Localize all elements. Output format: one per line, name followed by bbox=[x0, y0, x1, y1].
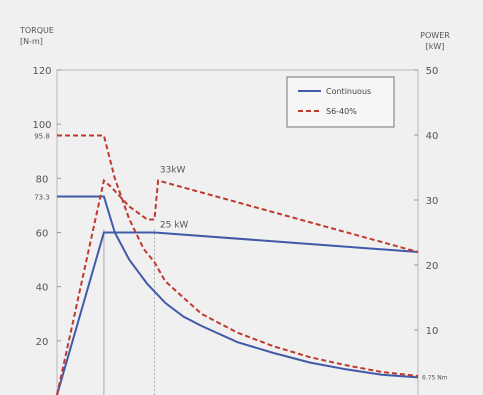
annotation-label: 33kW bbox=[160, 166, 186, 176]
right-tick-label: 30 bbox=[426, 196, 439, 207]
legend-box bbox=[286, 76, 395, 128]
right-tick-label: 20 bbox=[426, 261, 439, 272]
right-tick-label: 40 bbox=[426, 131, 439, 142]
left-axis-title: TORQUE bbox=[19, 26, 54, 35]
left-extra-label: 73.3 bbox=[34, 193, 50, 201]
right-axis-title: POWER bbox=[420, 31, 450, 40]
left-extra-label: 95.8 bbox=[34, 133, 50, 141]
series-s6-line bbox=[56, 178, 419, 395]
series-continuous-line bbox=[57, 195, 419, 379]
left-tick-label: 40 bbox=[36, 283, 49, 294]
plot-frame bbox=[56, 69, 419, 395]
right-axis-title: [kW] bbox=[426, 42, 445, 51]
left-tick-label: 100 bbox=[32, 120, 51, 131]
annotation-label: 6.75 Nm bbox=[422, 375, 448, 382]
right-tick-label: 10 bbox=[426, 326, 439, 337]
left-tick-label: 20 bbox=[36, 337, 49, 348]
right-tick-label: 50 bbox=[426, 66, 439, 77]
annotation-label: 25 kW bbox=[160, 220, 189, 230]
series-continuous-line bbox=[56, 231, 419, 395]
left-tick-label: 60 bbox=[36, 229, 49, 240]
legend-label: S6-40% bbox=[326, 107, 357, 116]
left-tick-label: 80 bbox=[36, 174, 49, 185]
series-s6-line bbox=[57, 134, 419, 377]
left-axis-title: [N-m] bbox=[20, 37, 43, 46]
legend-label: Continuous bbox=[326, 87, 371, 96]
left-tick-label: 120 bbox=[32, 66, 51, 77]
